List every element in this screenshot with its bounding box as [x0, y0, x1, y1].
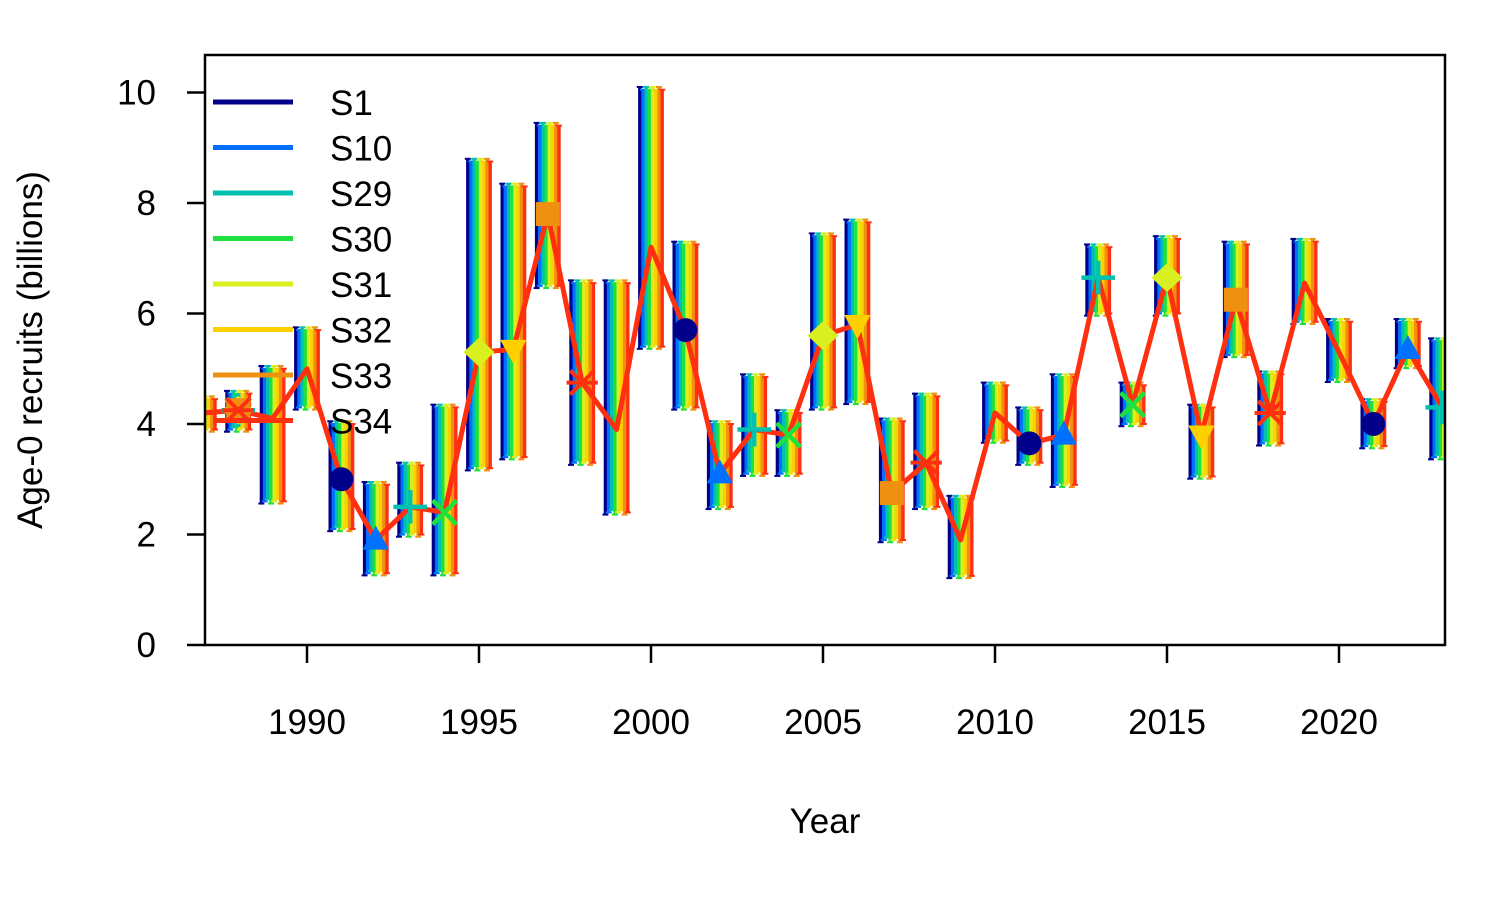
legend-label-s1: S1 [330, 84, 373, 123]
legend-label-s30: S30 [330, 221, 392, 260]
x-tick-label: 2010 [956, 703, 1034, 742]
y-tick-label: 6 [137, 295, 156, 334]
x-tick-label: 1990 [268, 703, 346, 742]
data-point-marker [500, 339, 527, 364]
x-tick-label: 2015 [1128, 703, 1206, 742]
data-point-marker [329, 467, 354, 492]
error-bar-group [396, 461, 425, 538]
data-point-marker [1188, 425, 1215, 450]
y-tick-label: 10 [117, 74, 156, 113]
error-bar-group [602, 279, 631, 516]
data-point-marker [1081, 260, 1115, 295]
data-point-marker [1050, 420, 1077, 445]
data-point-marker [706, 459, 733, 484]
legend-label-s33: S33 [330, 357, 392, 396]
x-tick-label: 2000 [612, 703, 690, 742]
data-point-marker [775, 421, 803, 449]
data-point-marker [362, 525, 389, 550]
data-point-marker [1017, 431, 1042, 456]
data-point-marker [1151, 263, 1183, 292]
y-tick-label: 2 [137, 516, 156, 555]
data-point-marker [463, 337, 495, 367]
marker-layer [221, 202, 1445, 550]
data-point-marker [393, 490, 427, 524]
x-tick-label: 1995 [440, 703, 518, 742]
y-axis-title: Age-0 recruits (billions) [11, 171, 50, 529]
legend-label-s34: S34 [330, 403, 392, 442]
error-bar-group [430, 403, 459, 577]
legend-label-s31: S31 [330, 266, 392, 305]
error-bar-group [877, 417, 906, 544]
data-point-marker [807, 321, 839, 350]
error-bar-group [808, 232, 838, 411]
data-point-marker [910, 449, 942, 477]
data-point-marker [737, 412, 771, 447]
error-bar-group [258, 364, 287, 505]
error-bar-group [464, 157, 494, 472]
error-bar-group [499, 182, 528, 461]
error-bar-group [361, 481, 390, 577]
data-point-marker [566, 369, 598, 396]
data-point-marker [1394, 335, 1421, 360]
data-point-marker [1223, 287, 1248, 312]
data-point-marker [879, 481, 904, 506]
error-bar-group [292, 326, 322, 411]
x-axis: 1990 1995 2000 2005 2010 2015 2020 [268, 645, 1378, 742]
plot-frame [203, 53, 1447, 647]
legend-label-s10: S10 [330, 130, 392, 169]
y-tick-label: 0 [137, 626, 156, 665]
legend-label-s29: S29 [330, 175, 392, 214]
data-point-marker [1119, 391, 1147, 419]
x-tick-label: 2020 [1300, 703, 1378, 742]
legend-label-s32: S32 [330, 312, 392, 351]
data-point-marker [844, 314, 871, 339]
y-tick-label: 4 [137, 405, 156, 444]
data-point-marker [431, 498, 459, 526]
y-axis: 0 2 4 6 8 10 [117, 74, 205, 665]
y-tick-label: 8 [137, 184, 156, 223]
legend: S1 S10 S29 S30 S31 S32 S33 S34 [213, 84, 392, 442]
x-tick-label: 2005 [784, 703, 862, 742]
x-axis-title: Year [790, 802, 861, 841]
data-point-marker [673, 318, 698, 343]
data-point-marker [1254, 399, 1286, 427]
data-point-marker [1361, 412, 1386, 436]
data-point-marker [535, 202, 560, 227]
data-point-marker [1425, 390, 1445, 425]
